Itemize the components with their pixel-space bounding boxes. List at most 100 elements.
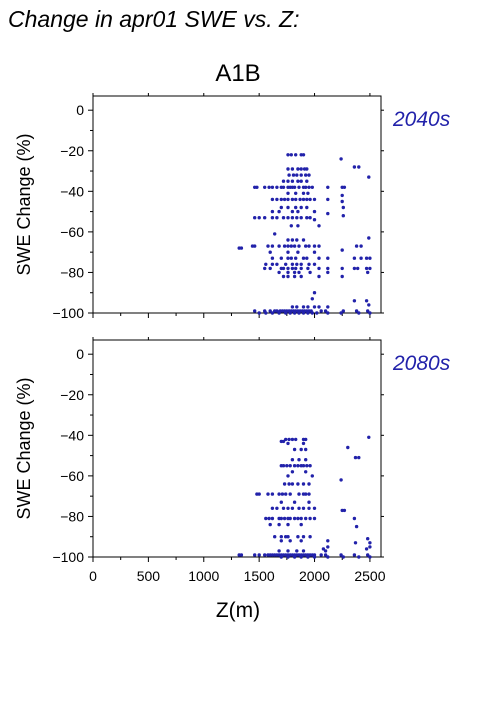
data-point (306, 555, 310, 559)
data-point (317, 266, 321, 271)
data-point (299, 274, 303, 279)
data-point (353, 541, 358, 545)
data-point (323, 549, 328, 553)
data-point (277, 209, 281, 214)
data-point (353, 455, 358, 460)
data-point (295, 262, 299, 266)
data-point (340, 274, 344, 279)
data-point (367, 175, 371, 179)
data-point (326, 555, 330, 559)
data-point (354, 524, 359, 529)
y-tick-label: 0 (76, 102, 84, 118)
data-point (286, 549, 290, 553)
data-point (306, 311, 310, 315)
data-point (298, 197, 302, 202)
data-point (368, 311, 372, 315)
data-point (312, 218, 317, 222)
data-point (292, 555, 297, 559)
data-point (299, 522, 303, 527)
data-point (352, 553, 357, 557)
data-point (295, 549, 299, 553)
data-point (312, 516, 317, 521)
data-point (286, 238, 290, 242)
data-point (312, 244, 317, 248)
data-point (257, 553, 261, 557)
data-point (296, 224, 300, 228)
data-point (304, 173, 308, 177)
panel-2040s: 0 −20 −40 −60 −80 −100 SWE Change (%) 2040s (14, 93, 451, 321)
data-point (270, 506, 275, 510)
data-point (287, 482, 291, 486)
data-point (290, 482, 295, 486)
data-point (364, 547, 369, 551)
x-tick-label: 500 (137, 568, 161, 584)
data-point (326, 311, 330, 315)
data-point (296, 209, 300, 214)
data-point (326, 197, 330, 202)
data-point (257, 216, 261, 220)
data-point (286, 153, 290, 157)
data-point (286, 506, 290, 510)
data-point (323, 553, 328, 557)
data-point (286, 205, 290, 210)
data-point (289, 224, 293, 228)
data-point (304, 516, 308, 521)
data-point (292, 185, 297, 189)
data-point (301, 197, 306, 202)
data-point (304, 437, 308, 442)
data-point (295, 173, 299, 177)
data-point (352, 266, 357, 271)
data-point (301, 549, 306, 553)
data-point (280, 492, 285, 496)
data-point (295, 238, 299, 242)
y-tick-label: −40 (60, 427, 84, 443)
data-point (317, 224, 321, 228)
data-point (264, 262, 268, 266)
data-point (294, 191, 298, 195)
y-tick-label: 0 (76, 346, 84, 362)
data-point (281, 464, 286, 468)
data-point (277, 492, 281, 496)
data-point (357, 455, 361, 460)
data-point (275, 262, 279, 266)
y-tick-label: −100 (52, 549, 84, 565)
data-point (346, 445, 350, 450)
data-point (284, 311, 288, 315)
data-point (279, 197, 283, 202)
data-point (366, 270, 370, 275)
data-point (267, 185, 271, 189)
data-point (307, 482, 311, 486)
data-point (341, 214, 345, 218)
data-point (368, 545, 372, 549)
data-point (341, 205, 345, 210)
data-point (277, 270, 281, 275)
data-point (297, 270, 301, 275)
data-point (291, 173, 296, 177)
data-point (292, 244, 297, 248)
figure-title: Change in apr01 SWE vs. Z: (8, 6, 299, 32)
data-point (299, 555, 303, 559)
data-point (281, 439, 286, 444)
data-point (286, 216, 290, 220)
data-point (312, 555, 317, 559)
x-tick-label: 2500 (354, 568, 385, 584)
y-tick-label: −80 (60, 264, 84, 280)
data-point (279, 539, 283, 543)
data-point (301, 311, 306, 315)
data-point (277, 244, 281, 248)
data-point (290, 197, 295, 202)
data-point (352, 299, 357, 303)
data-point (255, 185, 259, 189)
data-point (304, 185, 308, 189)
data-point (304, 447, 308, 452)
data-point (312, 262, 317, 266)
data-point (288, 539, 292, 543)
data-point (368, 256, 372, 260)
data-point (354, 244, 359, 248)
data-point (301, 482, 306, 486)
data-point (270, 209, 275, 214)
data-point (279, 256, 283, 260)
data-point (296, 250, 300, 254)
data-point (281, 506, 286, 510)
